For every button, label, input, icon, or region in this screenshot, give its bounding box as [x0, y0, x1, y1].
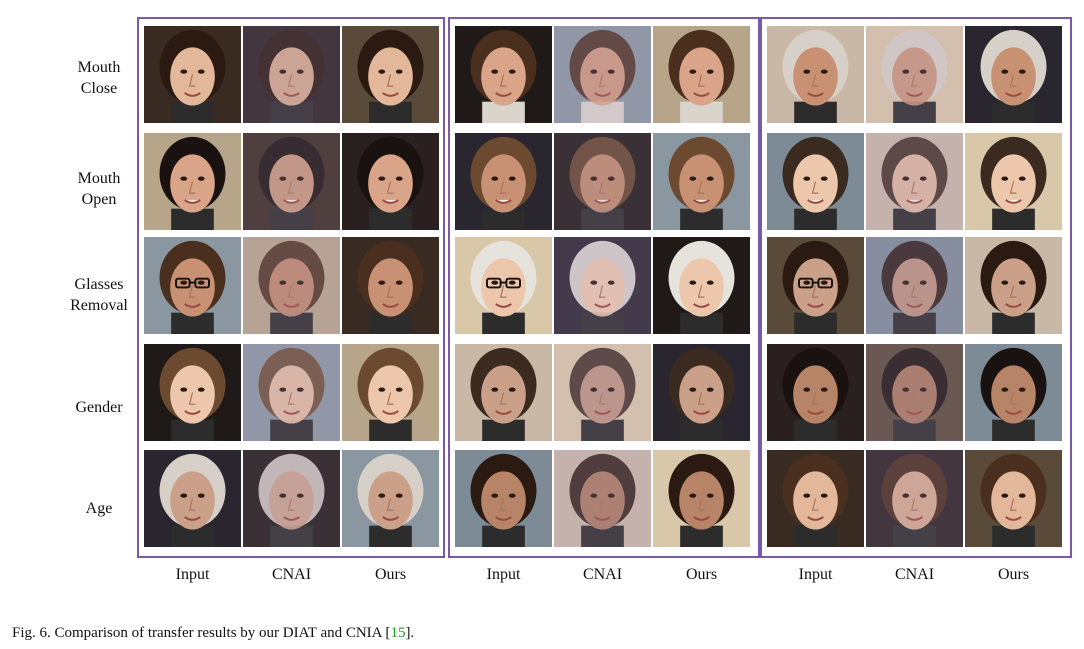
column-label: Input — [175, 566, 210, 583]
face-image — [455, 133, 552, 230]
face-image — [455, 344, 552, 441]
row-label: Mouth Open — [40, 168, 158, 210]
column-label: Ours — [374, 566, 407, 583]
row-label-line: Mouth — [77, 59, 121, 76]
comparison-panel — [760, 17, 1072, 558]
column-label: Input — [798, 566, 833, 583]
face-image — [342, 450, 439, 547]
column-label: CNAI — [271, 566, 312, 583]
face-image — [653, 450, 750, 547]
face-image — [455, 26, 552, 123]
face-image — [144, 133, 241, 230]
face-image — [866, 133, 963, 230]
caption-text-end: ]. — [405, 625, 415, 641]
face-image — [767, 133, 864, 230]
row-label-line: Removal — [70, 297, 128, 314]
row-label: Glasses Removal — [40, 274, 158, 316]
face-image — [866, 344, 963, 441]
face-image — [653, 133, 750, 230]
row-label-line: Gender — [75, 399, 123, 416]
face-image — [455, 450, 552, 547]
comparison-panel — [137, 17, 445, 558]
face-image — [554, 237, 651, 334]
face-image — [767, 450, 864, 547]
face-image — [866, 237, 963, 334]
column-label: Input — [486, 566, 521, 583]
face-image — [965, 450, 1062, 547]
face-image — [342, 133, 439, 230]
face-image — [554, 450, 651, 547]
face-image — [866, 26, 963, 123]
face-image — [243, 26, 340, 123]
face-image — [965, 344, 1062, 441]
row-label-line: Open — [81, 191, 117, 208]
face-image — [653, 237, 750, 334]
figure-caption: Fig. 6. Comparison of transfer results b… — [12, 625, 414, 642]
face-image — [342, 237, 439, 334]
row-label-line: Age — [85, 500, 113, 517]
face-image — [243, 450, 340, 547]
column-label: Ours — [997, 566, 1030, 583]
face-image — [144, 237, 241, 334]
row-label: Mouth Close — [40, 57, 158, 99]
face-image — [342, 344, 439, 441]
row-label: Gender — [40, 397, 158, 418]
face-image — [144, 450, 241, 547]
comparison-panel — [448, 17, 760, 558]
face-image — [866, 450, 963, 547]
column-label: Ours — [685, 566, 718, 583]
face-image — [554, 344, 651, 441]
face-image — [653, 344, 750, 441]
face-image — [144, 344, 241, 441]
face-image — [243, 344, 340, 441]
citation-link[interactable]: 15 — [390, 625, 406, 641]
row-label: Age — [40, 498, 158, 519]
face-image — [243, 237, 340, 334]
face-image — [455, 237, 552, 334]
face-image — [767, 237, 864, 334]
face-image — [965, 26, 1062, 123]
caption-text: Fig. 6. Comparison of transfer results b… — [12, 625, 391, 641]
face-image — [554, 133, 651, 230]
face-image — [243, 133, 340, 230]
row-label-line: Glasses — [74, 276, 124, 293]
face-image — [554, 26, 651, 123]
face-image — [767, 26, 864, 123]
row-label-line: Close — [80, 80, 118, 97]
column-label: CNAI — [894, 566, 935, 583]
face-image — [653, 26, 750, 123]
face-image — [767, 344, 864, 441]
face-image — [342, 26, 439, 123]
column-label: CNAI — [582, 566, 623, 583]
face-image — [965, 133, 1062, 230]
face-image — [965, 237, 1062, 334]
row-label-line: Mouth — [77, 170, 121, 187]
face-image — [144, 26, 241, 123]
